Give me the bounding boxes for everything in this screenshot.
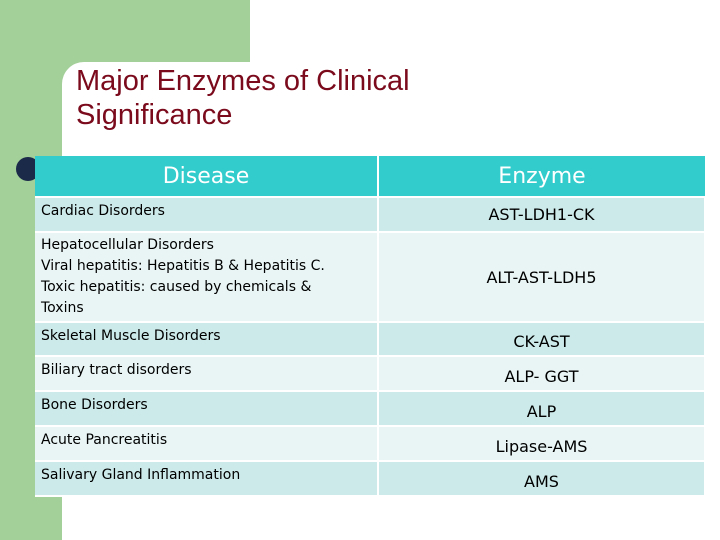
enzyme-cell: CK-AST — [378, 322, 706, 357]
title-line-1: Major Enzymes of Clinical — [76, 65, 410, 97]
table-row: Hepatocellular Disorders Viral hepatitis… — [35, 232, 706, 323]
disease-cell: Biliary tract disorders — [35, 356, 379, 392]
table-row: Acute Pancreatitis Lipase-AMS — [35, 426, 706, 462]
disease-cell: Skeletal Muscle Disorders — [35, 322, 379, 357]
disease-cell: Acute Pancreatitis — [35, 426, 379, 462]
enzyme-cell: ALP- GGT — [378, 356, 706, 392]
table-header-row: Disease Enzyme — [35, 156, 705, 198]
enzyme-cell: AMS — [378, 461, 706, 497]
enzyme-cell: ALP — [378, 391, 706, 427]
slide-title: Major Enzymes of Clinical Significance — [76, 64, 676, 132]
table-row: Cardiac Disorders AST-LDH1-CK — [35, 197, 706, 233]
disease-cell: Bone Disorders — [35, 391, 379, 427]
enzyme-cell: Lipase-AMS — [378, 426, 706, 462]
disease-cell: Hepatocellular Disorders Viral hepatitis… — [35, 232, 379, 323]
disease-cell: Salivary Gland Inflammation — [35, 461, 379, 497]
table-row: Skeletal Muscle Disorders CK-AST — [35, 322, 706, 357]
enzyme-cell: ALT-AST-LDH5 — [378, 232, 706, 323]
title-line-2: Significance — [76, 99, 233, 131]
enzyme-table: Disease Enzyme Cardiac Disorders AST-LDH… — [35, 156, 706, 497]
table-row: Salivary Gland Inflammation AMS — [35, 461, 706, 497]
table-row: Biliary tract disorders ALP- GGT — [35, 356, 706, 392]
enzyme-cell: AST-LDH1-CK — [378, 197, 706, 233]
header-enzyme: Enzyme — [378, 156, 705, 198]
table-row: Bone Disorders ALP — [35, 391, 706, 427]
disease-cell: Cardiac Disorders — [35, 197, 379, 233]
header-disease: Disease — [35, 156, 379, 198]
